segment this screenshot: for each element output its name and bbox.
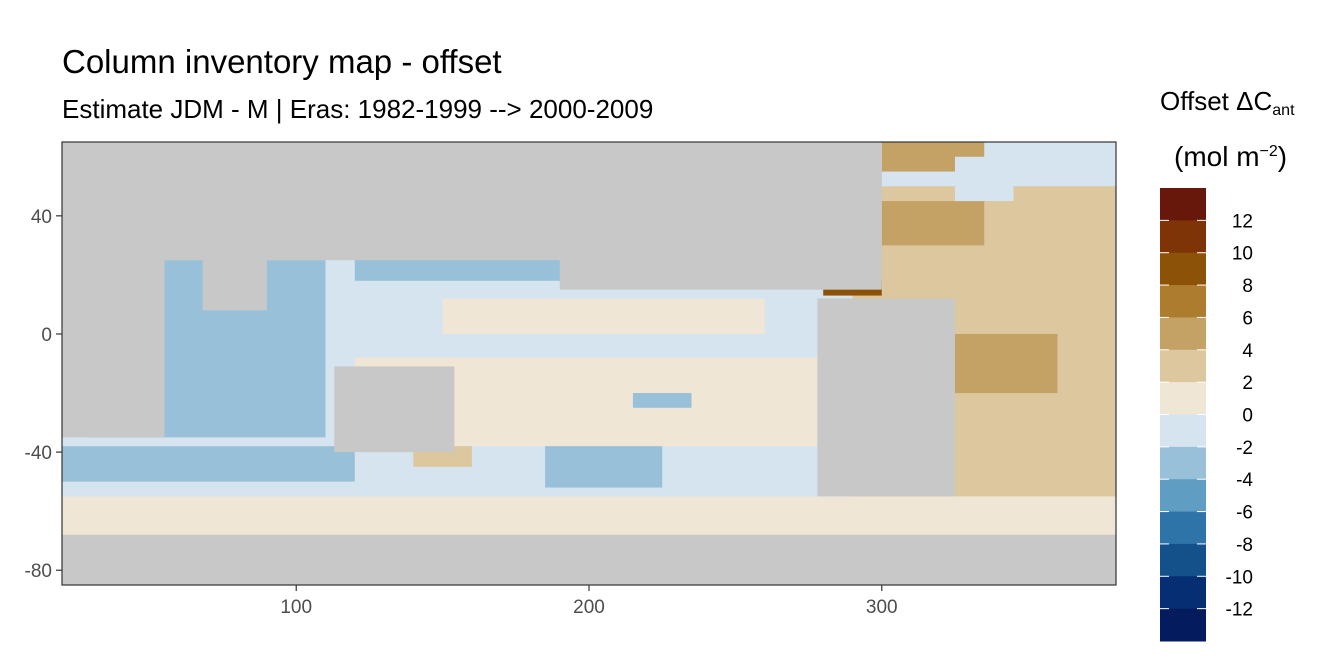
chart-title: Column inventory map - offset xyxy=(62,43,502,80)
legend-swatch xyxy=(1160,543,1206,577)
legend-label: -12 xyxy=(1226,600,1253,621)
y-tick-label: 40 xyxy=(31,207,52,228)
legend-swatch xyxy=(1160,285,1206,318)
legend-swatch xyxy=(1160,446,1206,480)
legend-swatch xyxy=(1160,317,1206,351)
ocean-cell-13 xyxy=(881,201,985,246)
legend-label: -6 xyxy=(1236,503,1253,524)
land-south-america xyxy=(817,298,955,497)
legend-swatch xyxy=(1160,382,1206,415)
land-antarctica xyxy=(62,534,1116,585)
x-tick-label: 300 xyxy=(866,597,898,618)
legend-label: -10 xyxy=(1226,567,1253,588)
legend-swatch xyxy=(1160,511,1206,545)
legend-swatch xyxy=(1160,220,1206,254)
legend-swatch xyxy=(1160,349,1206,383)
ocean-cell-10 xyxy=(632,393,692,408)
legend-label: 4 xyxy=(1242,341,1253,362)
legend-swatch xyxy=(1160,188,1206,221)
ocean-cell-17 xyxy=(954,156,1014,202)
legend-label: -8 xyxy=(1236,535,1253,556)
legend-label: 6 xyxy=(1242,308,1253,329)
legend-label: 10 xyxy=(1232,244,1253,265)
chart-subtitle: Estimate JDM - M | Eras: 1982-1999 --> 2… xyxy=(62,94,654,124)
x-tick-label: 100 xyxy=(280,597,312,618)
legend-label: 8 xyxy=(1242,276,1253,297)
map-panel xyxy=(62,142,1116,585)
legend-title: Offset ΔCant xyxy=(1160,86,1295,119)
land-north-america xyxy=(559,142,882,290)
legend-label: 12 xyxy=(1232,211,1253,232)
ocean-cell-2 xyxy=(62,446,355,482)
ocean-cell-12 xyxy=(940,333,1058,394)
legend-swatch xyxy=(1160,414,1206,448)
legend-label: -4 xyxy=(1236,470,1253,491)
ocean-cell-5 xyxy=(442,298,765,334)
legend-colorbar: 12 10 8 6 4 2 0 -2 -4 -6 -8 -10 -12 xyxy=(1160,188,1253,642)
legend-label: 0 xyxy=(1242,406,1253,427)
legend-swatch xyxy=(1160,576,1206,610)
legend-swatch xyxy=(1160,252,1206,286)
legend-label: 2 xyxy=(1242,373,1253,394)
legend-swatch xyxy=(1160,608,1206,642)
legend-label: -2 xyxy=(1236,438,1253,459)
land-india xyxy=(202,260,267,311)
y-tick-label: -40 xyxy=(25,443,52,464)
y-tick-label: -80 xyxy=(25,561,52,582)
legend-unit: (mol m−2) xyxy=(1174,141,1288,172)
y-tick-label: 0 xyxy=(41,325,52,346)
land-australia xyxy=(334,366,455,453)
ocean-cell-9 xyxy=(545,446,663,488)
x-tick-label: 200 xyxy=(573,597,605,618)
land-eurasia xyxy=(62,142,589,261)
legend-swatch xyxy=(1160,479,1206,513)
